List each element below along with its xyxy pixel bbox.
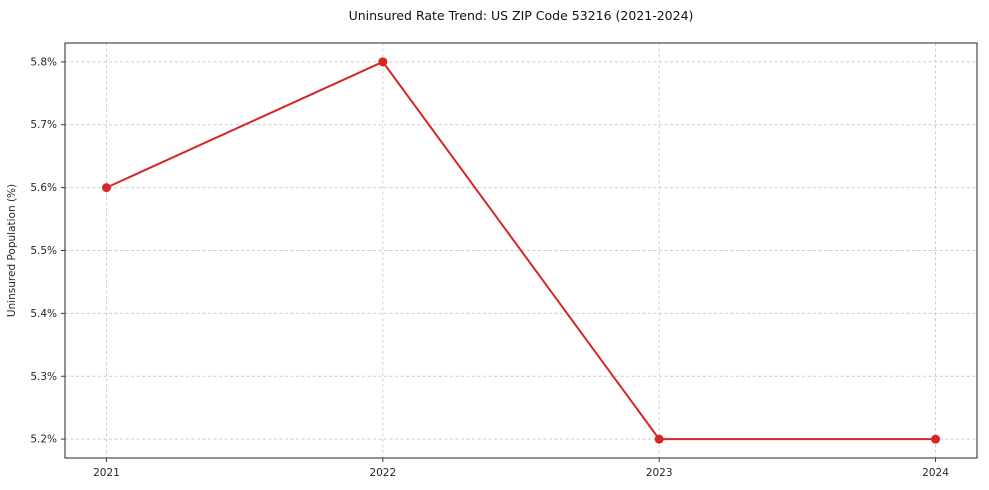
- plot-border: [64, 42, 978, 459]
- data-point-marker: [378, 57, 388, 67]
- data-point-marker: [654, 434, 664, 444]
- chart-title: Uninsured Rate Trend: US ZIP Code 53216 …: [348, 8, 694, 23]
- x-tick-label: 2021: [93, 467, 120, 479]
- data-point-marker: [931, 434, 941, 444]
- y-tick-label: 5.3%: [30, 371, 57, 383]
- y-tick-label: 5.6%: [30, 182, 57, 194]
- y-axis-label: Uninsured Population (%): [6, 184, 18, 317]
- y-tick-label: 5.2%: [30, 434, 57, 446]
- y-tick-label: 5.5%: [30, 245, 57, 257]
- trend-line: [105, 60, 937, 441]
- y-tick-label: 5.7%: [30, 119, 57, 131]
- x-tick-label: 2023: [646, 467, 673, 479]
- y-tick-label: 5.8%: [30, 56, 57, 68]
- y-tick-label: 5.4%: [30, 308, 57, 320]
- x-tick-label: 2022: [369, 467, 396, 479]
- x-tick-label: 2024: [922, 467, 949, 479]
- data-point-marker: [101, 183, 111, 193]
